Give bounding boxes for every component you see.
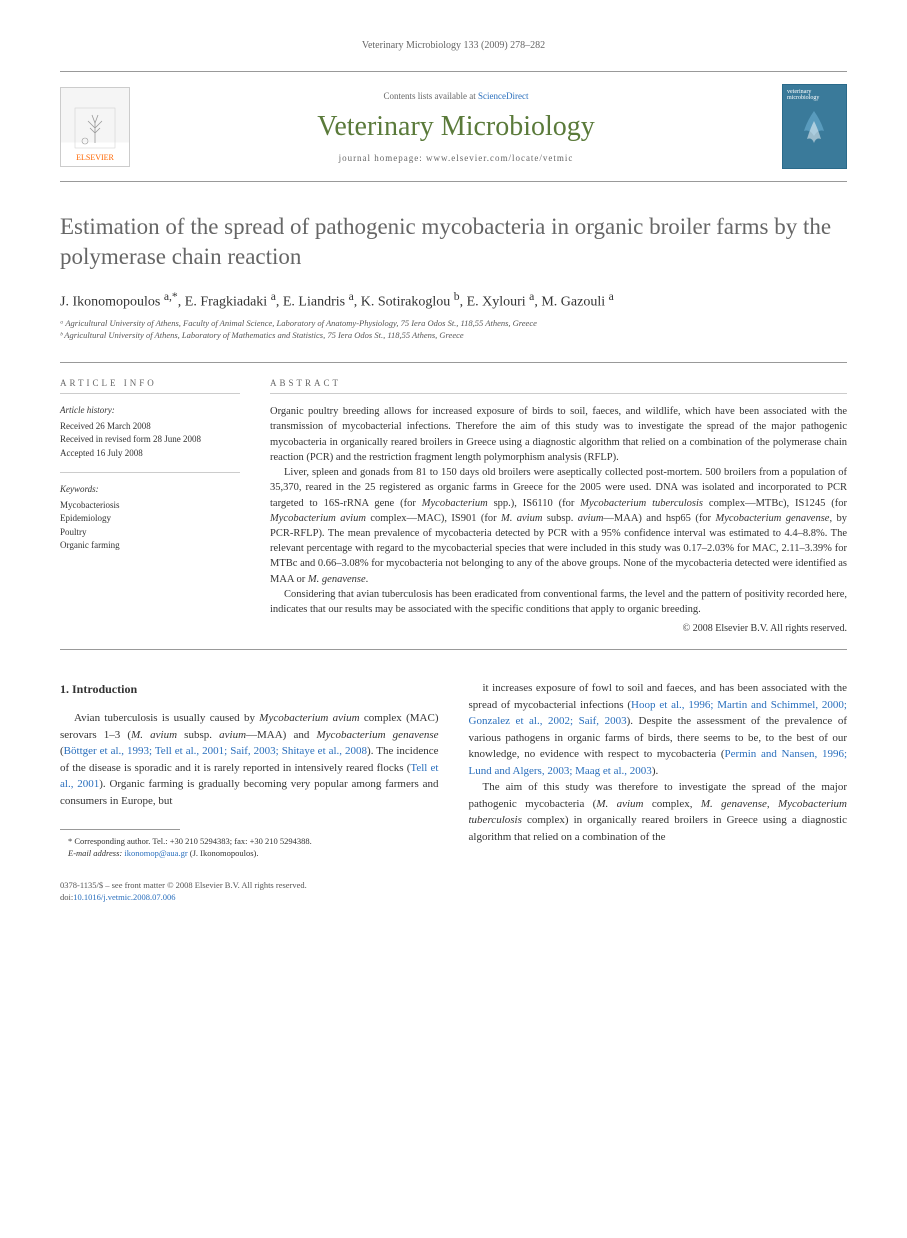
affiliation-a: ᵃ Agricultural University of Athens, Fac… [60, 318, 847, 330]
intro-right-para2: The aim of this study was therefore to i… [469, 779, 848, 845]
history-received: Received 26 March 2008 [60, 420, 240, 434]
body-columns: 1. Introduction Avian tuberculosis is us… [60, 680, 847, 860]
affiliations: ᵃ Agricultural University of Athens, Fac… [60, 318, 847, 342]
keyword-2: Poultry [60, 526, 240, 540]
journal-banner: ELSEVIER Contents lists available at Sci… [60, 71, 847, 182]
body-right-column: it increases exposure of fowl to soil an… [469, 680, 848, 860]
history-accepted: Accepted 16 July 2008 [60, 447, 240, 461]
body-left-column: 1. Introduction Avian tuberculosis is us… [60, 680, 439, 860]
footnote-line1: * Corresponding author. Tel.: +30 210 52… [60, 836, 439, 848]
info-abstract-row: ARTICLE INFO Article history: Received 2… [60, 362, 847, 650]
keywords-label: Keywords: [60, 483, 240, 497]
abstract-heading: ABSTRACT [270, 378, 847, 394]
abstract-p1: Organic poultry breeding allows for incr… [270, 404, 847, 465]
authors: J. Ikonomopoulos a,*, E. Fragkiadaki a, … [60, 290, 847, 311]
keywords-block: Keywords: Mycobacteriosis Epidemiology P… [60, 483, 240, 553]
abstract-column: ABSTRACT Organic poultry breeding allows… [270, 378, 847, 634]
history-revised: Received in revised form 28 June 2008 [60, 433, 240, 447]
journal-cover: veterinary microbiology [782, 84, 847, 169]
abstract-text: Organic poultry breeding allows for incr… [270, 404, 847, 617]
elsevier-text: ELSEVIER [76, 153, 114, 162]
footnote-separator [60, 829, 180, 830]
page-header: Veterinary Microbiology 133 (2009) 278–2… [60, 40, 847, 51]
intro-right-para1: it increases exposure of fowl to soil an… [469, 680, 848, 779]
history-block: Article history: Received 26 March 2008 … [60, 404, 240, 460]
contents-prefix: Contents lists available at [384, 91, 478, 101]
footer-issn: 0378-1135/$ – see front matter © 2008 El… [60, 880, 847, 892]
article-title: Estimation of the spread of pathogenic m… [60, 212, 847, 272]
journal-name: Veterinary Microbiology [150, 111, 762, 143]
footer-doi: doi:10.1016/j.vetmic.2008.07.006 [60, 892, 847, 904]
affiliation-b: ᵇ Agricultural University of Athens, Lab… [60, 330, 847, 342]
journal-center: Contents lists available at ScienceDirec… [150, 91, 762, 163]
abstract-p3: Considering that avian tuberculosis has … [270, 587, 847, 617]
doi-link[interactable]: 10.1016/j.vetmic.2008.07.006 [73, 892, 175, 902]
keyword-0: Mycobacteriosis [60, 499, 240, 513]
cover-graphic-icon [792, 101, 837, 151]
abstract-copyright: © 2008 Elsevier B.V. All rights reserved… [270, 623, 847, 634]
email-label: E-mail address: [68, 848, 122, 858]
email-link[interactable]: ikonomop@aua.gr [124, 848, 187, 858]
abstract-p2: Liver, spleen and gonads from 81 to 150 … [270, 465, 847, 587]
homepage-url: www.elsevier.com/locate/vetmic [426, 153, 573, 163]
article-info: ARTICLE INFO Article history: Received 2… [60, 378, 240, 634]
email-suffix: (J. Ikonomopoulos). [188, 848, 259, 858]
elsevier-logo: ELSEVIER [60, 87, 130, 167]
homepage-prefix: journal homepage: [339, 153, 426, 163]
keyword-1: Epidemiology [60, 512, 240, 526]
corresponding-footnote: * Corresponding author. Tel.: +30 210 52… [60, 836, 439, 860]
journal-homepage: journal homepage: www.elsevier.com/locat… [150, 153, 762, 163]
cover-text: veterinary microbiology [787, 89, 842, 101]
keyword-3: Organic farming [60, 539, 240, 553]
history-label: Article history: [60, 404, 240, 418]
doi-label: doi: [60, 892, 73, 902]
intro-left-para: Avian tuberculosis is usually caused by … [60, 710, 439, 809]
article-info-heading: ARTICLE INFO [60, 378, 240, 394]
intro-heading: 1. Introduction [60, 680, 439, 698]
sciencedirect-link[interactable]: ScienceDirect [478, 91, 528, 101]
elsevier-tree-icon [70, 103, 120, 153]
contents-line: Contents lists available at ScienceDirec… [150, 91, 762, 101]
page-footer: 0378-1135/$ – see front matter © 2008 El… [60, 880, 847, 904]
footnote-line2: E-mail address: ikonomop@aua.gr (J. Ikon… [60, 848, 439, 860]
